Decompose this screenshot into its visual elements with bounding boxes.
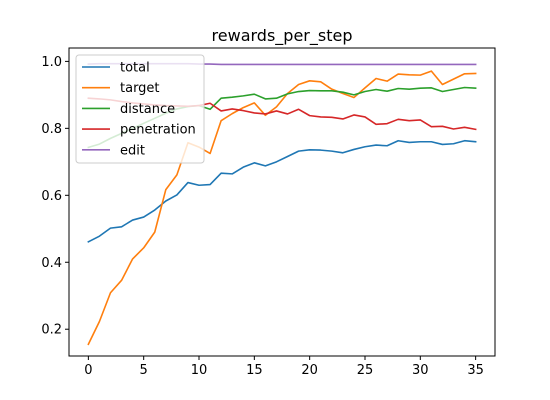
legend-label-distance: distance bbox=[120, 102, 175, 117]
x-tick-label: 20 bbox=[301, 363, 318, 378]
y-tick-label: 1.0 bbox=[41, 55, 62, 70]
x-tick-label: 25 bbox=[357, 363, 374, 378]
x-tick-label: 35 bbox=[467, 363, 484, 378]
legend-label-edit: edit bbox=[120, 143, 145, 158]
y-tick-label: 0.8 bbox=[41, 122, 62, 137]
legend-label-penetration: penetration bbox=[120, 123, 196, 138]
legend-label-target: target bbox=[120, 81, 160, 96]
legend-label-total: total bbox=[120, 61, 150, 76]
y-tick-label: 0.6 bbox=[41, 189, 62, 204]
x-tick-label: 5 bbox=[140, 363, 148, 378]
chart-title: rewards_per_step bbox=[212, 26, 353, 46]
plot-frame bbox=[68, 47, 496, 357]
series-line-target bbox=[87, 70, 477, 346]
legend-box bbox=[75, 54, 205, 164]
y-tick-label: 0.2 bbox=[41, 323, 62, 338]
x-tick-label: 10 bbox=[191, 363, 208, 378]
series-line-total bbox=[87, 139, 477, 243]
legend: total target distance penetration edit bbox=[75, 54, 205, 164]
x-tick-label: 15 bbox=[246, 363, 263, 378]
axes: 0 5 10 15 20 25 30 35 0.2 0.4 0.6 0.8 1.0 bbox=[41, 47, 496, 378]
x-tick-label: 0 bbox=[84, 363, 92, 378]
y-tick-label: 0.4 bbox=[41, 256, 62, 271]
x-tick-label: 30 bbox=[412, 363, 429, 378]
